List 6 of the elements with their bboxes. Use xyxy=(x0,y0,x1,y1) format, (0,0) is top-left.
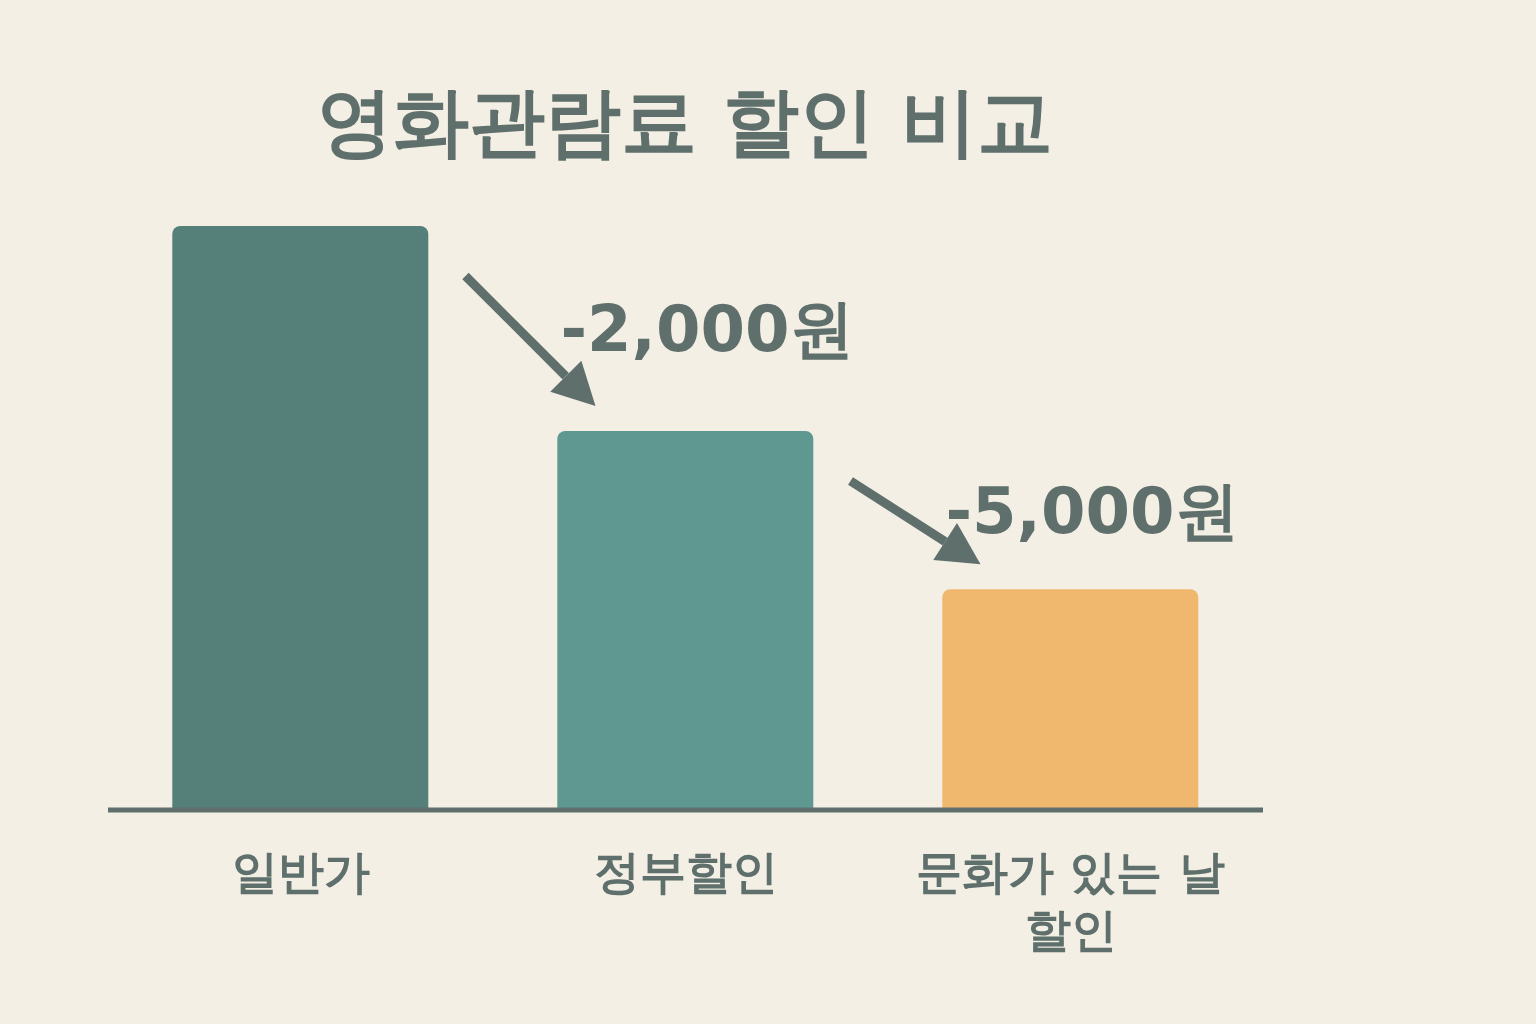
chart-title: 영화관람료 할인 비교 xyxy=(315,76,1055,168)
annotation: -5,000원 xyxy=(945,472,1239,550)
x-tick-label: 일반가 xyxy=(231,845,370,899)
annotation: -2,000원 xyxy=(560,291,854,368)
x-tick-label: 정부할인 xyxy=(593,845,778,899)
x-tick-label: 문화가 있는 날 할인 xyxy=(916,845,1225,957)
